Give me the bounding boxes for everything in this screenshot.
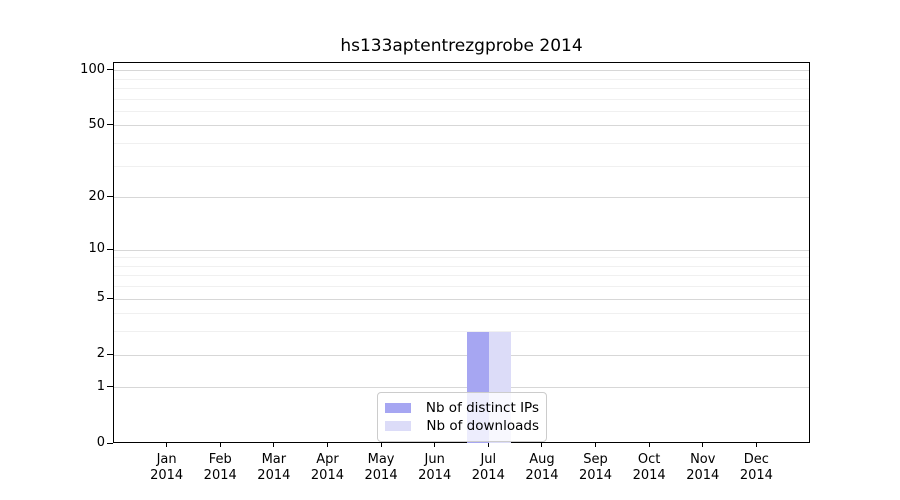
- x-tick-label: Apr 2014: [287, 452, 367, 484]
- legend-label: Nb of downloads: [426, 417, 539, 434]
- y-tick: [107, 353, 113, 355]
- y-tick: [107, 248, 113, 250]
- y-tick-label: 20: [88, 188, 105, 204]
- x-tick-month: Jun: [424, 452, 445, 467]
- legend-row: Nb of downloads: [385, 417, 539, 434]
- x-tick-month: Jan: [156, 452, 177, 467]
- x-tick-year: 2014: [364, 468, 398, 483]
- x-tick-month: Oct: [637, 452, 661, 467]
- y-tick-label: 0: [96, 435, 105, 450]
- gridline-minor: [114, 257, 809, 259]
- gridline-minor: [114, 313, 809, 315]
- y-tick: [107, 196, 113, 198]
- x-tick: [273, 443, 275, 447]
- chart-title: hs133aptentrezgprobe 2014: [340, 36, 583, 56]
- legend: Nb of distinct IPs Nb of downloads: [377, 392, 547, 442]
- x-tick-label: Mar 2014: [234, 452, 314, 484]
- y-tick-label: 2: [96, 346, 105, 362]
- x-tick: [541, 443, 543, 447]
- legend-swatch: [385, 402, 411, 413]
- y-tick-label: 100: [80, 61, 105, 77]
- x-tick-label: May 2014: [341, 452, 421, 484]
- x-tick-label: Jul 2014: [448, 452, 528, 484]
- gridline-minor: [114, 110, 809, 112]
- x-tick-label: Jan 2014: [127, 452, 207, 484]
- gridline-minor: [114, 286, 809, 288]
- x-tick: [380, 443, 382, 447]
- x-tick-year: 2014: [257, 468, 291, 483]
- x-tick: [166, 443, 168, 447]
- legend-row: Nb of distinct IPs: [385, 399, 539, 416]
- x-tick: [434, 443, 436, 447]
- y-tick: [107, 386, 113, 388]
- x-tick-year: 2014: [632, 468, 666, 483]
- x-tick-year: 2014: [686, 468, 720, 483]
- x-tick: [648, 443, 650, 447]
- gridline-major: [114, 70, 809, 72]
- x-tick: [219, 443, 221, 447]
- x-tick-label: Dec 2014: [716, 452, 796, 484]
- x-tick-month: May: [367, 452, 395, 467]
- gridline-major: [114, 197, 809, 199]
- x-tick-month: Mar: [261, 452, 287, 467]
- gridline-major: [114, 354, 809, 356]
- x-tick-month: Feb: [208, 452, 232, 467]
- x-tick: [702, 443, 704, 447]
- y-tick: [107, 69, 113, 71]
- plot-area: [113, 62, 810, 443]
- gridline-major: [114, 125, 809, 127]
- x-tick-year: 2014: [739, 468, 773, 483]
- y-tick-label: 1: [96, 378, 105, 394]
- x-tick-year: 2014: [418, 468, 452, 483]
- x-tick-year: 2014: [471, 468, 505, 483]
- x-tick: [487, 443, 489, 447]
- x-tick-year: 2014: [150, 468, 184, 483]
- y-tick-label: 5: [96, 290, 105, 306]
- x-tick-year: 2014: [578, 468, 613, 483]
- y-tick: [107, 124, 113, 126]
- x-tick-label: Oct 2014: [609, 452, 689, 484]
- x-tick-label: Aug 2014: [502, 452, 582, 484]
- x-tick-year: 2014: [203, 468, 237, 483]
- x-tick-month: Dec: [743, 452, 769, 467]
- gridline-minor: [114, 143, 809, 145]
- gridline-minor: [114, 87, 809, 89]
- legend-swatch: [385, 420, 411, 431]
- x-tick: [595, 443, 597, 447]
- x-tick-label: Feb 2014: [180, 452, 260, 484]
- y-tick: [107, 297, 113, 299]
- gridline-major: [114, 249, 809, 251]
- gridline-minor: [114, 165, 809, 167]
- y-tick: [107, 442, 113, 444]
- x-tick-label: Nov 2014: [663, 452, 743, 484]
- x-tick-month: Sep: [583, 452, 608, 467]
- x-tick: [755, 443, 757, 447]
- gridline-minor: [114, 275, 809, 277]
- y-tick-label: 50: [88, 116, 105, 132]
- x-tick-month: Aug: [529, 452, 555, 467]
- x-tick-year: 2014: [310, 468, 344, 483]
- gridline-minor: [114, 265, 809, 267]
- x-tick-label: Sep 2014: [556, 452, 636, 484]
- x-tick-label: Jun 2014: [395, 452, 475, 484]
- x-tick-month: Jul: [480, 452, 497, 467]
- gridline-major: [114, 387, 809, 389]
- x-tick: [326, 443, 328, 447]
- x-tick-month: Nov: [690, 452, 716, 467]
- gridline-minor: [114, 98, 809, 100]
- gridline-minor: [114, 78, 809, 80]
- gridline-major: [114, 298, 809, 300]
- x-tick-month: Apr: [316, 452, 339, 467]
- x-tick-year: 2014: [525, 468, 559, 483]
- legend-label: Nb of distinct IPs: [425, 399, 539, 416]
- y-tick-label: 10: [88, 241, 105, 256]
- gridline-minor: [114, 331, 809, 333]
